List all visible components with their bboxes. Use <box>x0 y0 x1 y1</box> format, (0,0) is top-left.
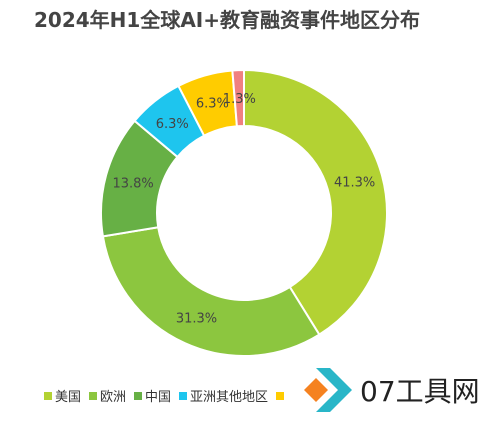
data-label-5: 6.3% <box>196 96 229 111</box>
data-label-3: 13.8% <box>112 177 153 192</box>
data-label-4: 6.3% <box>156 117 189 132</box>
donut-slice-2 <box>101 226 321 357</box>
chart-title: 2024年H1全球AI+教育融资事件地区分布 <box>34 8 420 32</box>
legend-swatch-china <box>134 391 143 400</box>
donut-chart: 41.3%31.3%13.8%6.3%6.3%1.3% <box>100 68 388 357</box>
legend-label-us: 美国 <box>55 390 82 405</box>
watermark: 07工具网 <box>300 356 493 423</box>
legend-swatch-europe <box>89 391 98 400</box>
legend-item-partial <box>276 391 287 400</box>
watermark-text: 07工具网 <box>360 374 480 408</box>
legend-item-us: 美国 <box>44 386 81 405</box>
legend-swatch-partial <box>276 391 285 400</box>
data-label-1: 41.3% <box>334 176 375 191</box>
legend: 美国 欧洲 中国 亚洲其他地区 <box>44 386 295 405</box>
legend-label-other-asia: 亚洲其他地区 <box>190 390 269 405</box>
legend-item-china: 中国 <box>134 386 171 405</box>
legend-item-other-asia: 亚洲其他地区 <box>179 386 268 405</box>
legend-swatch-us <box>44 391 52 400</box>
legend-label-china: 中国 <box>145 390 172 405</box>
legend-item-europe: 欧洲 <box>89 386 126 405</box>
donut-slice-1 <box>243 68 388 336</box>
data-label-2: 31.3% <box>176 312 217 327</box>
legend-swatch-other-asia <box>179 391 188 400</box>
legend-label-europe: 欧洲 <box>100 390 127 405</box>
donut-slice-6 <box>231 68 245 128</box>
data-label-6: 1.3% <box>223 92 256 107</box>
diamond-arrow-logo-icon <box>304 367 352 412</box>
